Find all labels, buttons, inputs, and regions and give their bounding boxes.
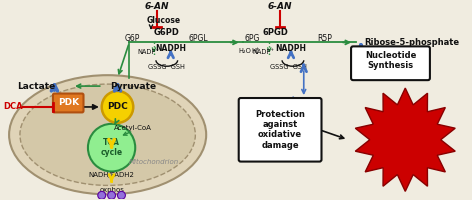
Text: Protection
against
oxidative
damage: Protection against oxidative damage	[255, 110, 305, 150]
Circle shape	[98, 191, 106, 199]
FancyBboxPatch shape	[53, 94, 84, 112]
Text: Nucleotide
Synthesis: Nucleotide Synthesis	[365, 51, 416, 70]
Text: NADPH: NADPH	[155, 44, 186, 53]
Text: R5P: R5P	[317, 34, 332, 43]
Text: GSSG  GSH: GSSG GSH	[270, 64, 306, 70]
FancyBboxPatch shape	[239, 98, 321, 162]
Text: NADP⁺: NADP⁺	[253, 49, 274, 55]
Circle shape	[102, 91, 133, 123]
Text: 6-AN: 6-AN	[268, 2, 292, 11]
Text: GSSG  GSH: GSSG GSH	[148, 64, 185, 70]
Text: 6PGD: 6PGD	[262, 28, 288, 37]
Text: 6PGL: 6PGL	[188, 34, 208, 43]
Text: Acetyl-CoA: Acetyl-CoA	[114, 125, 152, 131]
Text: Mitochondrion: Mitochondrion	[129, 159, 179, 165]
Circle shape	[88, 124, 135, 171]
FancyBboxPatch shape	[351, 46, 430, 80]
Text: H₂O: H₂O	[238, 48, 251, 54]
Text: 6-AN: 6-AN	[144, 2, 169, 11]
Circle shape	[118, 191, 126, 199]
Text: Lactate: Lactate	[17, 82, 56, 91]
Text: oxphos: oxphos	[99, 187, 124, 193]
Text: H⁺: H⁺	[251, 48, 260, 54]
Text: Glucose: Glucose	[147, 16, 181, 25]
Text: NADP⁺: NADP⁺	[137, 49, 159, 55]
Text: PDAC: PDAC	[384, 123, 427, 137]
Text: TCA: TCA	[103, 138, 120, 147]
Text: DCA: DCA	[3, 102, 23, 111]
Ellipse shape	[9, 75, 206, 194]
Text: cycle: cycle	[101, 148, 123, 157]
Text: 6PG: 6PG	[245, 34, 260, 43]
Ellipse shape	[20, 84, 195, 185]
Text: G6P: G6P	[125, 34, 140, 43]
Text: Radioresistance: Radioresistance	[367, 143, 443, 152]
Text: G6PD: G6PD	[154, 28, 180, 37]
Text: NADH/FADH2: NADH/FADH2	[89, 172, 135, 178]
Text: PDK: PDK	[58, 98, 79, 107]
Circle shape	[108, 191, 116, 199]
Text: NADPH: NADPH	[276, 44, 306, 53]
Polygon shape	[355, 88, 455, 191]
Text: Ribose-5-phosphate: Ribose-5-phosphate	[364, 38, 460, 47]
Text: PDC: PDC	[107, 102, 128, 111]
Text: Pyruvate: Pyruvate	[110, 82, 156, 91]
